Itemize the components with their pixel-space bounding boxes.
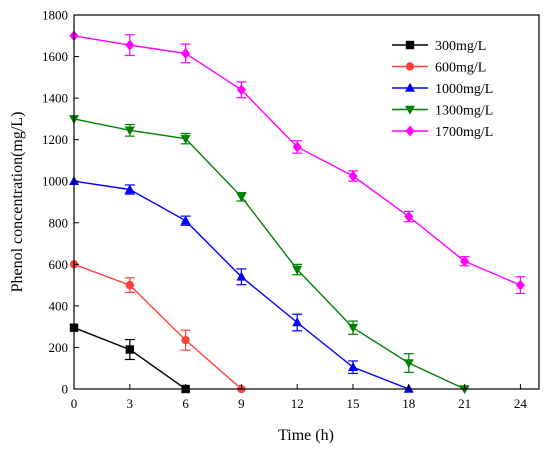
legend-label: 1000mg/L bbox=[435, 82, 493, 97]
y-tick-label: 1200 bbox=[42, 132, 68, 147]
data-point bbox=[125, 39, 135, 51]
data-point bbox=[181, 48, 191, 59]
x-tick-label: 21 bbox=[458, 396, 471, 411]
legend-marker bbox=[405, 105, 415, 115]
data-point bbox=[125, 345, 134, 354]
series-4 bbox=[69, 115, 470, 395]
legend-label: 600mg/L bbox=[435, 61, 486, 76]
plot-frame bbox=[73, 14, 540, 390]
data-point bbox=[236, 84, 246, 96]
series-2 bbox=[69, 260, 246, 394]
data-point bbox=[125, 280, 134, 290]
legend-item: 1700mg/L bbox=[392, 125, 493, 140]
x-tick-label: 15 bbox=[347, 396, 360, 411]
series-3 bbox=[69, 176, 414, 393]
data-point bbox=[180, 215, 191, 225]
legend-item: 1300mg/L bbox=[392, 104, 493, 119]
legend-label: 1300mg/L bbox=[435, 104, 493, 119]
x-tick-label: 9 bbox=[238, 396, 245, 411]
data-point bbox=[292, 141, 302, 153]
data-point bbox=[124, 184, 135, 194]
y-tick-label: 1600 bbox=[42, 49, 68, 64]
data-point bbox=[236, 193, 247, 203]
x-tick-label: 6 bbox=[182, 396, 189, 411]
data-point bbox=[515, 279, 525, 291]
series-line bbox=[73, 263, 242, 390]
data-point bbox=[292, 265, 303, 275]
data-point bbox=[404, 211, 414, 222]
data-point bbox=[348, 361, 358, 371]
legend-marker bbox=[405, 62, 415, 71]
y-tick-label: 800 bbox=[49, 215, 69, 230]
y-tick-label: 200 bbox=[49, 340, 69, 355]
y-tick-label: 1000 bbox=[42, 174, 68, 189]
data-point bbox=[459, 385, 470, 395]
y-tick-label: 1400 bbox=[42, 91, 68, 106]
data-point bbox=[460, 255, 470, 267]
legend-marker bbox=[405, 40, 415, 50]
y-tick-label: 400 bbox=[49, 298, 69, 313]
y-axis-label: Phenol concentration(mg/L) bbox=[9, 112, 26, 293]
y-tick-label: 0 bbox=[62, 382, 69, 397]
plot-area bbox=[69, 30, 526, 395]
data-point bbox=[348, 170, 358, 182]
legend-item: 300mg/L bbox=[392, 39, 486, 54]
y-tick-label: 1800 bbox=[42, 8, 68, 23]
y-tick-label: 600 bbox=[49, 257, 69, 272]
legend-marker bbox=[405, 125, 415, 137]
legend-label: 300mg/L bbox=[435, 39, 486, 54]
series-5 bbox=[69, 30, 526, 295]
legend-item: 1000mg/L bbox=[392, 82, 493, 97]
legend-label: 1700mg/L bbox=[435, 125, 493, 140]
series-line bbox=[73, 118, 465, 390]
legend-item: 600mg/L bbox=[392, 61, 486, 76]
x-tick-label: 18 bbox=[402, 396, 415, 411]
data-point bbox=[124, 126, 135, 136]
x-axis-label: Time (h) bbox=[278, 427, 334, 444]
x-tick-label: 0 bbox=[71, 396, 78, 411]
axes: 0 3 6 9 12 15 18 21 24 0 200 400 600 800 1000 1200 1400 1… bbox=[42, 8, 540, 411]
data-point bbox=[236, 271, 247, 281]
x-tick-label: 24 bbox=[514, 396, 528, 411]
data-point bbox=[348, 323, 358, 333]
legend: 300mg/L 600mg/L 1000mg/L 1300mg/L 1700mg/L bbox=[392, 39, 493, 140]
data-point bbox=[180, 134, 191, 144]
data-point bbox=[181, 335, 190, 345]
data-point bbox=[403, 359, 414, 369]
legend-marker bbox=[405, 82, 415, 92]
series-1 bbox=[69, 323, 190, 394]
x-tick-label: 12 bbox=[291, 396, 304, 411]
data-point bbox=[292, 317, 303, 327]
x-tick-label: 3 bbox=[127, 396, 134, 411]
